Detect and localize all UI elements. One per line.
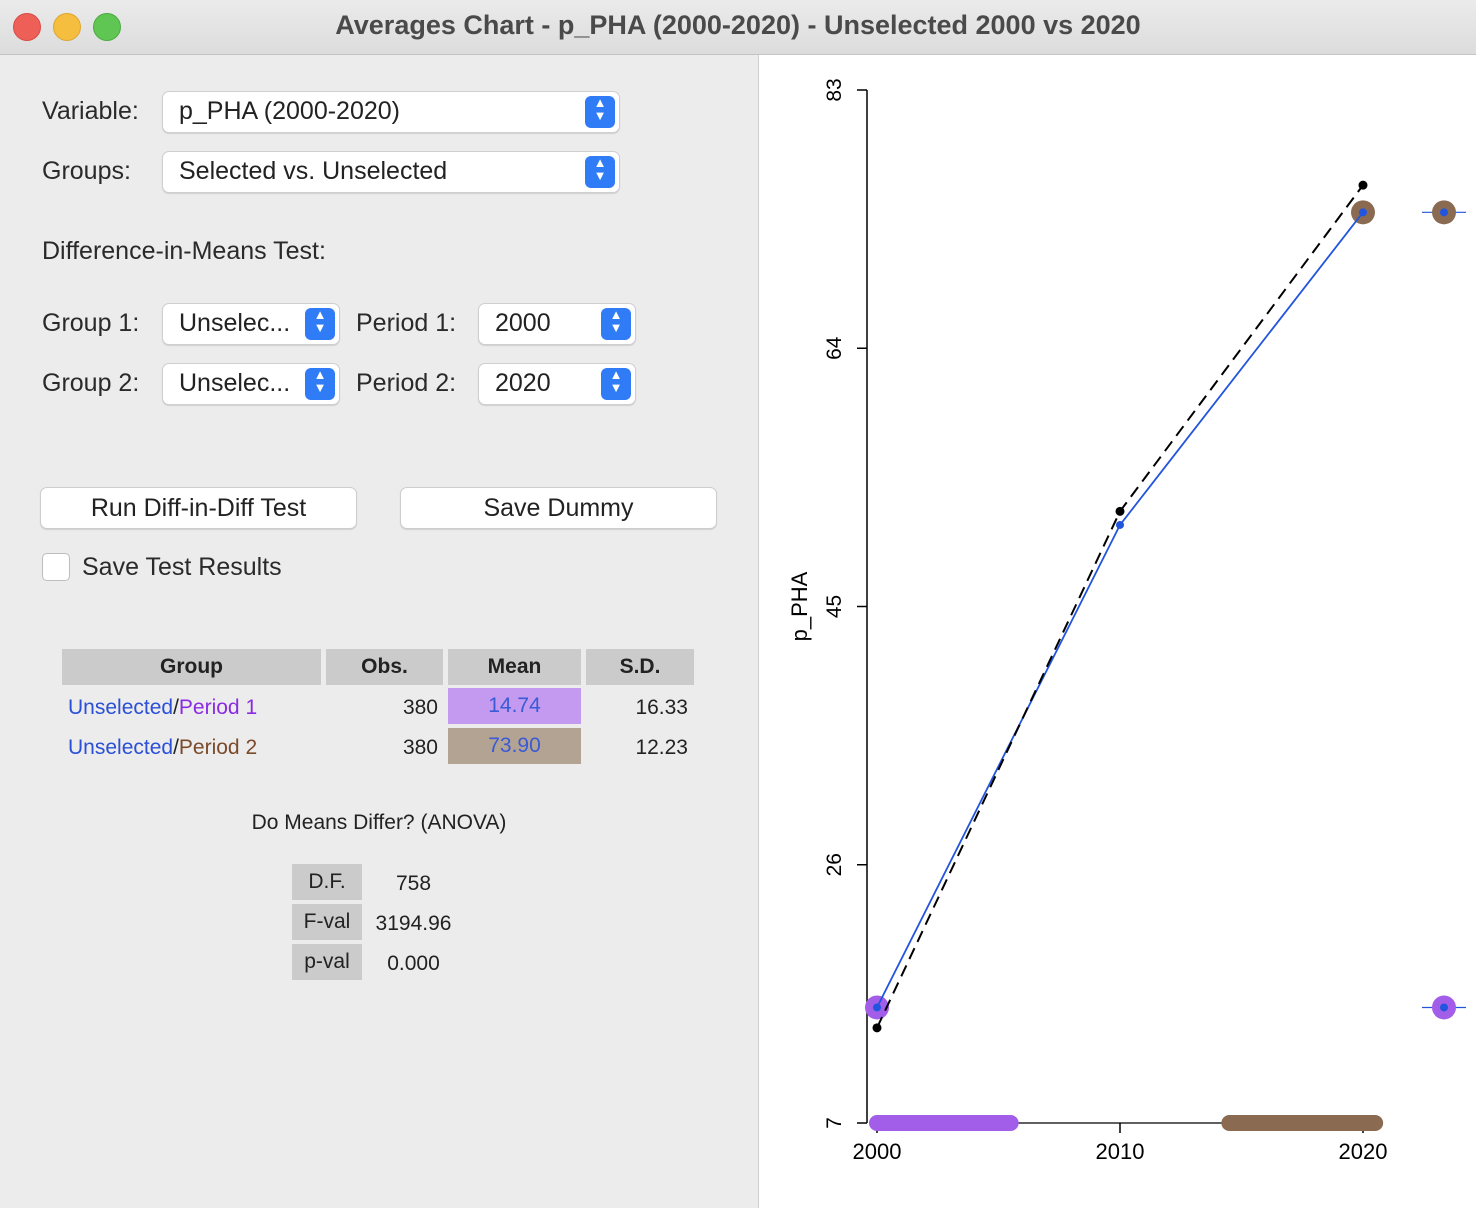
side-marker-dot	[1440, 1003, 1448, 1012]
group-separator: /	[173, 696, 179, 719]
table-row-sd: 16.33	[635, 696, 688, 719]
table-row-obs: 380	[402, 696, 438, 719]
series-point	[873, 1003, 881, 1012]
anova-df-label: D.F.	[292, 864, 362, 900]
title-bar: Averages Chart - p_PHA (2000-2020) - Uns…	[0, 0, 1476, 55]
series-line	[876, 184, 1364, 1029]
table-header-sd: S.D.	[586, 649, 694, 685]
y-tick-label: 26	[823, 853, 846, 876]
series-line	[876, 211, 1364, 1008]
group-name: Unselected	[68, 736, 174, 759]
anova-fval-value: 3194.96	[375, 912, 452, 935]
variable-select[interactable]: p_PHA (2000-2020) ▲ ▼	[162, 91, 620, 133]
y-tick-label: 83	[823, 78, 846, 101]
group1-label: Group 1:	[42, 309, 140, 337]
zoom-window-button[interactable]	[93, 13, 121, 41]
y-axis-label: p_PHA	[787, 571, 812, 641]
group2-select-value: Unselec...	[179, 369, 291, 397]
side-marker-dot	[1440, 208, 1448, 217]
table-row-mean: 14.74	[448, 688, 581, 724]
select-arrows-icon: ▲ ▼	[305, 308, 335, 340]
y-tick-label: 45	[823, 595, 846, 618]
anova-pval-label: p-val	[292, 944, 362, 980]
controls-panel: Variable: p_PHA (2000-2020) ▲ ▼ Groups: S…	[0, 55, 758, 1208]
series-point	[1115, 506, 1125, 516]
variable-select-value: p_PHA (2000-2020)	[179, 97, 400, 125]
save-dummy-button[interactable]: Save Dummy	[400, 487, 717, 529]
select-arrows-icon: ▲ ▼	[585, 156, 615, 188]
period1-label: Period 1:	[356, 309, 457, 337]
run-diff-in-diff-button[interactable]: Run Diff-in-Diff Test	[40, 487, 357, 529]
y-tick-label: 64	[823, 336, 846, 360]
x-tick-label: 2020	[1339, 1139, 1388, 1164]
period2-select[interactable]: 2020 ▲ ▼	[478, 363, 636, 405]
close-window-button[interactable]	[13, 13, 41, 41]
period1-select-value: 2000	[495, 309, 551, 337]
group-name: Unselected	[68, 696, 174, 719]
save-test-results-checkbox[interactable]	[42, 553, 70, 581]
period2-select-value: 2020	[495, 369, 551, 397]
group2-select[interactable]: Unselec... ▲ ▼	[162, 363, 340, 405]
period2-label: Period 2:	[356, 369, 457, 397]
group1-select[interactable]: Unselec... ▲ ▼	[162, 303, 340, 345]
series-point	[1359, 208, 1367, 217]
table-header-group: Group	[62, 649, 321, 685]
x-tick-label: 2000	[853, 1139, 902, 1164]
groups-select[interactable]: Selected vs. Unselected ▲ ▼	[162, 151, 620, 193]
groups-select-value: Selected vs. Unselected	[179, 157, 448, 185]
y-tick-label: 7	[823, 1117, 846, 1129]
series-point	[1358, 180, 1368, 190]
table-row-group-cell: Unselected/Period 2	[68, 736, 257, 760]
save-test-results-label: Save Test Results	[82, 553, 282, 581]
table-header-mean: Mean	[448, 649, 581, 685]
window-title: Averages Chart - p_PHA (2000-2020) - Uns…	[335, 10, 1141, 40]
anova-df-value: 758	[395, 872, 432, 895]
chart-panel: 7 26 45 64 83 p_PHA 2000 2010 2020	[758, 55, 1476, 1208]
series-point	[872, 1023, 882, 1033]
group-separator: /	[173, 736, 179, 759]
test-heading: Difference-in-Means Test:	[42, 237, 326, 265]
period-name: Period 2	[178, 736, 258, 759]
anova-title: Do Means Differ? (ANOVA)	[251, 811, 507, 834]
table-header-obs: Obs.	[326, 649, 443, 685]
group2-label: Group 2:	[42, 369, 140, 397]
table-row-obs: 380	[402, 736, 438, 759]
select-arrows-icon: ▲ ▼	[601, 368, 631, 400]
select-arrows-icon: ▲ ▼	[601, 308, 631, 340]
select-arrows-icon: ▲ ▼	[305, 368, 335, 400]
chart-plot-area: 7 26 45 64 83 p_PHA 2000 2010 2020	[787, 78, 1466, 1164]
select-arrows-icon: ▲ ▼	[585, 96, 615, 128]
variable-label: Variable:	[42, 97, 139, 125]
anova-pval-value: 0.000	[387, 952, 440, 975]
anova-fval-label: F-val	[292, 904, 362, 940]
averages-line-chart: 7 26 45 64 83 p_PHA 2000 2010 2020	[787, 78, 1466, 1164]
period-name: Period 1	[178, 696, 258, 719]
group1-select-value: Unselec...	[179, 309, 291, 337]
groups-label: Groups:	[42, 157, 131, 185]
minimize-window-button[interactable]	[53, 13, 81, 41]
period1-select[interactable]: 2000 ▲ ▼	[478, 303, 636, 345]
table-row-mean: 73.90	[448, 728, 581, 764]
table-row-group-cell: Unselected/Period 1	[68, 696, 257, 720]
table-row-sd: 12.23	[635, 736, 688, 759]
series-point	[1116, 520, 1124, 529]
x-tick-label: 2010	[1096, 1139, 1145, 1164]
